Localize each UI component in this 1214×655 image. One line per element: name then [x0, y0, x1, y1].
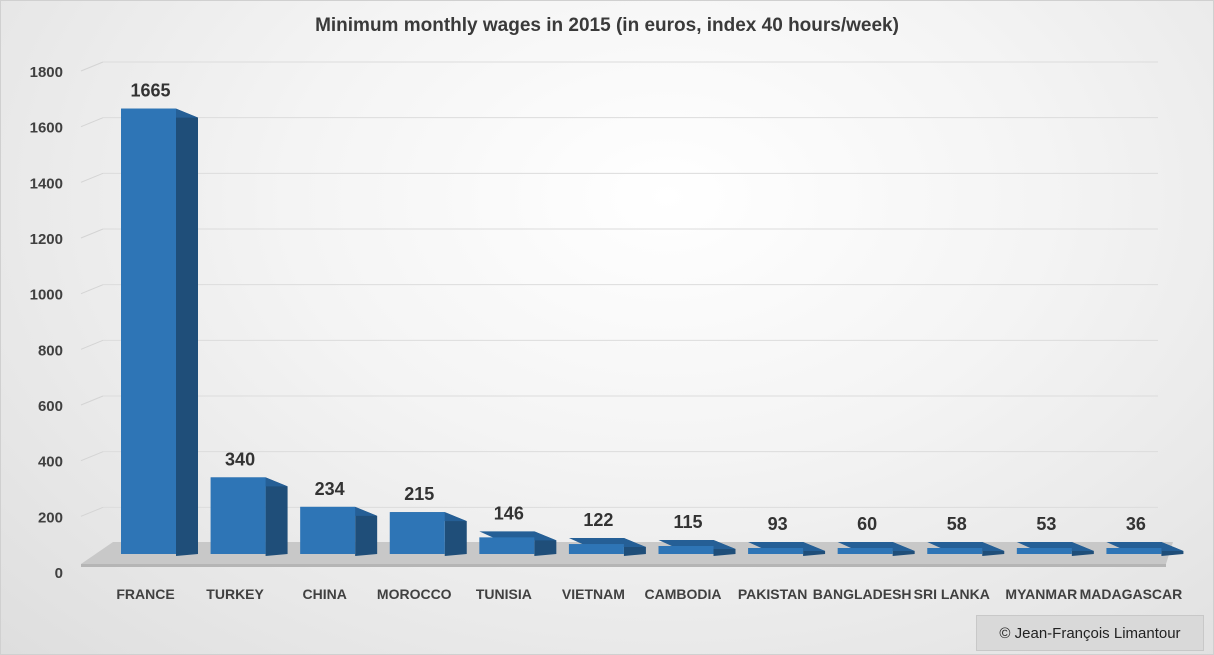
y-tick-label: 0 — [55, 565, 63, 582]
y-tick-label: 1800 — [30, 64, 63, 81]
gridline — [80, 61, 104, 72]
x-tick-label: FRANCE — [116, 586, 174, 602]
bar — [121, 108, 176, 554]
x-tick-label: TUNISIA — [476, 586, 532, 602]
chart-floor-edge — [81, 564, 1166, 567]
bar — [748, 548, 804, 554]
bar — [300, 506, 356, 554]
y-tick-label: 800 — [38, 342, 63, 359]
bar-side — [444, 512, 467, 556]
data-label: 58 — [947, 514, 967, 534]
y-tick-label: 400 — [38, 454, 63, 471]
bar — [568, 544, 624, 554]
gridline — [80, 395, 104, 406]
bar — [389, 512, 445, 554]
data-label: 93 — [768, 514, 788, 534]
bar-side — [176, 108, 198, 556]
gridline — [80, 117, 104, 128]
y-tick-label: 200 — [38, 509, 63, 526]
gridline — [80, 339, 104, 350]
bar — [210, 477, 266, 554]
x-tick-label: MYANMAR — [1005, 586, 1077, 602]
bar-side — [265, 477, 288, 556]
x-tick-label: BANGLADESH — [813, 586, 912, 602]
chart-title: Minimum monthly wages in 2015 (in euros,… — [315, 15, 899, 36]
data-label: 1665 — [130, 81, 170, 101]
bar — [1016, 548, 1072, 554]
gridline — [80, 506, 104, 517]
copyright-label: © Jean-François Limantour — [976, 615, 1204, 651]
bar — [479, 537, 535, 554]
bar-side — [355, 506, 378, 556]
y-tick-label: 600 — [38, 398, 63, 415]
data-label: 234 — [315, 479, 345, 499]
x-tick-label: CHINA — [302, 586, 346, 602]
y-tick-label: 1000 — [30, 287, 63, 304]
data-label: 122 — [583, 510, 613, 530]
x-tick-label: PAKISTAN — [738, 586, 807, 602]
y-tick-label: 1200 — [30, 231, 63, 248]
x-tick-label: MOROCCO — [377, 586, 452, 602]
gridline — [80, 284, 104, 295]
data-label: 340 — [225, 449, 255, 469]
bar — [837, 548, 893, 554]
y-tick-label: 1600 — [30, 120, 63, 137]
y-tick-label: 1400 — [30, 175, 63, 192]
data-label: 60 — [857, 514, 877, 534]
gridline — [80, 451, 104, 462]
x-tick-label: MADAGASCAR — [1080, 586, 1183, 602]
x-tick-label: SRI LANKA — [914, 586, 990, 602]
bar — [658, 545, 714, 554]
gridline — [80, 172, 104, 183]
gridline — [80, 228, 104, 239]
data-label: 115 — [673, 512, 702, 532]
x-tick-label: CAMBODIA — [645, 586, 722, 602]
bar — [927, 548, 983, 554]
data-label: 146 — [494, 503, 524, 523]
x-tick-label: VIETNAM — [562, 586, 625, 602]
data-label: 36 — [1126, 514, 1146, 534]
x-tick-label: TURKEY — [206, 586, 264, 602]
bar — [1106, 548, 1162, 554]
data-label: 53 — [1036, 514, 1056, 534]
data-label: 215 — [404, 484, 434, 504]
